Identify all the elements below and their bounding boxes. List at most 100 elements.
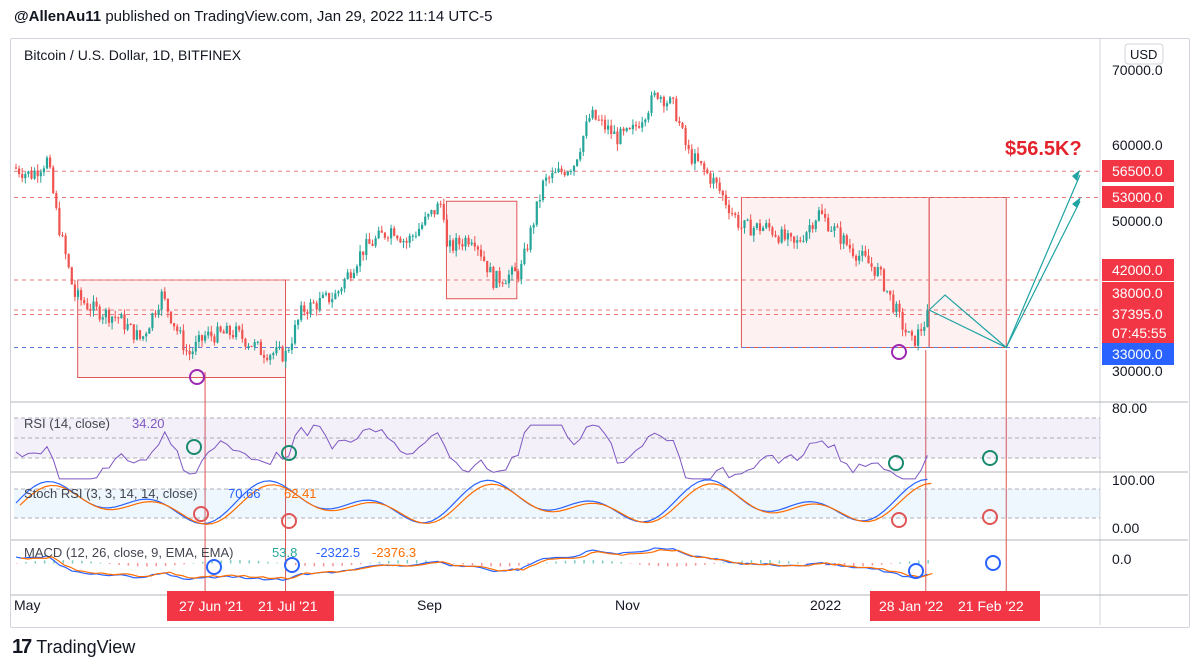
tradingview-footer[interactable]: 17 TradingView	[12, 636, 135, 659]
candle-body	[386, 237, 390, 239]
candle-body	[21, 174, 24, 179]
candle-body	[238, 326, 241, 330]
candle-body	[659, 97, 662, 99]
candle-body	[486, 260, 489, 273]
macd-hist-bar	[564, 560, 567, 564]
candle-body	[427, 214, 430, 217]
macd-hist-bar	[722, 562, 725, 564]
candle-body	[166, 298, 169, 312]
candle-body	[80, 290, 83, 301]
candle-body	[504, 283, 507, 285]
price-label: 07:45:55	[1112, 325, 1167, 341]
price-label-bg	[1102, 186, 1174, 208]
candle-body	[721, 190, 724, 196]
macd-marker-circle	[985, 555, 1001, 571]
range-box	[77, 279, 287, 378]
macd-marker-circle	[206, 559, 222, 575]
candle-body	[600, 119, 603, 121]
macd-value: -2322.5	[316, 545, 360, 560]
candle-body	[560, 168, 563, 172]
candle-body	[334, 293, 337, 300]
candle-body	[793, 236, 796, 243]
macd-hist-value: 53.8	[272, 545, 297, 560]
macd-hist-bar	[667, 563, 669, 567]
candle-body	[650, 95, 653, 113]
macd-hist-bar	[211, 561, 213, 564]
macd-hist-bar	[81, 560, 83, 564]
candle-body	[33, 170, 36, 179]
candle-body	[231, 334, 235, 338]
candle-body	[58, 207, 61, 236]
macd-hist-bar	[518, 563, 520, 566]
macd-signal-value: -2376.3	[372, 545, 416, 560]
candle-body	[169, 311, 173, 324]
candle-body	[318, 297, 321, 310]
candle-body	[786, 233, 789, 240]
candle-body	[111, 316, 114, 323]
macd-hist-bar	[462, 563, 464, 565]
candle-body	[489, 267, 492, 273]
date-label-bg	[870, 591, 1040, 621]
candle-body	[634, 124, 638, 127]
candle-body	[383, 232, 386, 238]
stoch-k-value: 70.66	[228, 486, 261, 501]
candle-body	[579, 151, 582, 160]
candle-body	[501, 282, 504, 284]
candle-body	[538, 199, 541, 202]
candle-body	[414, 235, 417, 237]
candle-body	[182, 330, 185, 351]
macd-hist-bar	[220, 560, 223, 564]
candle-body	[114, 316, 117, 318]
candle-body	[523, 248, 526, 264]
macd-hist-bar	[43, 560, 46, 564]
stoch-marker-circle	[281, 513, 297, 529]
macd-hist-bar	[862, 563, 864, 567]
candle-body	[132, 324, 135, 340]
candle-body	[765, 223, 768, 228]
macd-marker-circle	[908, 563, 924, 579]
macd-hist-bar	[388, 560, 390, 564]
candle-body	[672, 97, 675, 99]
candle-body	[749, 219, 752, 236]
candle-body	[690, 149, 693, 164]
macd-hist-bar	[592, 560, 595, 564]
candle-body	[101, 317, 104, 320]
candle-body	[873, 266, 876, 276]
macd-hist-bar	[639, 563, 641, 565]
candle-body	[479, 249, 483, 257]
candle-body	[349, 272, 352, 279]
candle-body	[362, 251, 365, 256]
candle-body	[250, 345, 253, 347]
candle-body	[851, 248, 855, 256]
date-label: 21 Feb '22	[958, 598, 1024, 614]
candle-body	[303, 305, 306, 312]
candle-body	[287, 349, 290, 351]
candle-body	[92, 301, 95, 311]
candle-body	[185, 350, 188, 352]
candle-body	[610, 125, 613, 135]
candle-body	[715, 177, 718, 183]
macd-hist-bar	[360, 563, 362, 565]
candle-body	[244, 338, 247, 347]
candle-body	[343, 279, 346, 289]
range-box	[928, 197, 1007, 348]
candle-body	[405, 240, 408, 243]
candle-body	[399, 238, 402, 243]
author-name[interactable]: @AllenAu11	[14, 8, 102, 25]
candle-body	[275, 347, 278, 354]
candle-body	[145, 333, 148, 337]
candle-body	[762, 227, 765, 231]
candle-body	[740, 227, 743, 229]
macd-hist-bar	[285, 563, 288, 565]
candle-body	[365, 239, 368, 256]
stoch-d-line	[19, 482, 932, 525]
candle-body	[799, 240, 802, 242]
candle-body	[712, 177, 715, 184]
macd-hist-bar	[601, 560, 604, 564]
candle-body	[297, 319, 300, 325]
macd-hist-bar	[118, 563, 120, 566]
macd-hist-bar	[880, 563, 883, 565]
macd-hist-bar	[508, 563, 511, 567]
macd-hist-bar	[425, 560, 427, 564]
